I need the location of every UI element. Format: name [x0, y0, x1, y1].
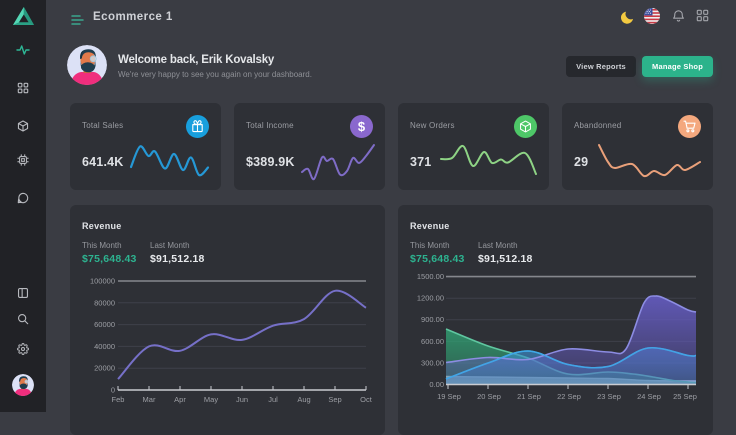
svg-text:20000: 20000: [94, 364, 115, 373]
svg-text:900.00: 900.00: [421, 315, 444, 324]
svg-text:25 Sep: 25 Sep: [673, 392, 697, 401]
svg-text:May: May: [204, 395, 218, 404]
svg-text:300.00: 300.00: [421, 358, 444, 367]
svg-text:1200.00: 1200.00: [417, 294, 444, 303]
svg-text:19 Sep: 19 Sep: [437, 392, 461, 401]
svg-text:60000: 60000: [94, 320, 115, 329]
svg-text:80000: 80000: [94, 298, 115, 307]
svg-text:Jun: Jun: [236, 395, 248, 404]
svg-text:40000: 40000: [94, 342, 115, 351]
svg-text:Oct: Oct: [360, 395, 373, 404]
svg-text:23 Sep: 23 Sep: [597, 392, 621, 401]
svg-text:24 Sep: 24 Sep: [637, 392, 661, 401]
svg-text:Feb: Feb: [112, 395, 125, 404]
svg-text:0.00: 0.00: [429, 380, 444, 389]
svg-text:Aug: Aug: [297, 395, 310, 404]
svg-text:Mar: Mar: [143, 395, 156, 404]
svg-text:600.00: 600.00: [421, 337, 444, 346]
svg-text:20 Sep: 20 Sep: [477, 392, 501, 401]
svg-text:Sep: Sep: [328, 395, 341, 404]
svg-text:100000: 100000: [90, 277, 115, 286]
svg-text:21 Sep: 21 Sep: [517, 392, 541, 401]
svg-text:Apr: Apr: [174, 395, 186, 404]
svg-text:Jul: Jul: [268, 395, 278, 404]
svg-text:1500.00: 1500.00: [417, 272, 444, 281]
svg-text:22 Sep: 22 Sep: [557, 392, 581, 401]
svg-text:0: 0: [111, 386, 115, 395]
